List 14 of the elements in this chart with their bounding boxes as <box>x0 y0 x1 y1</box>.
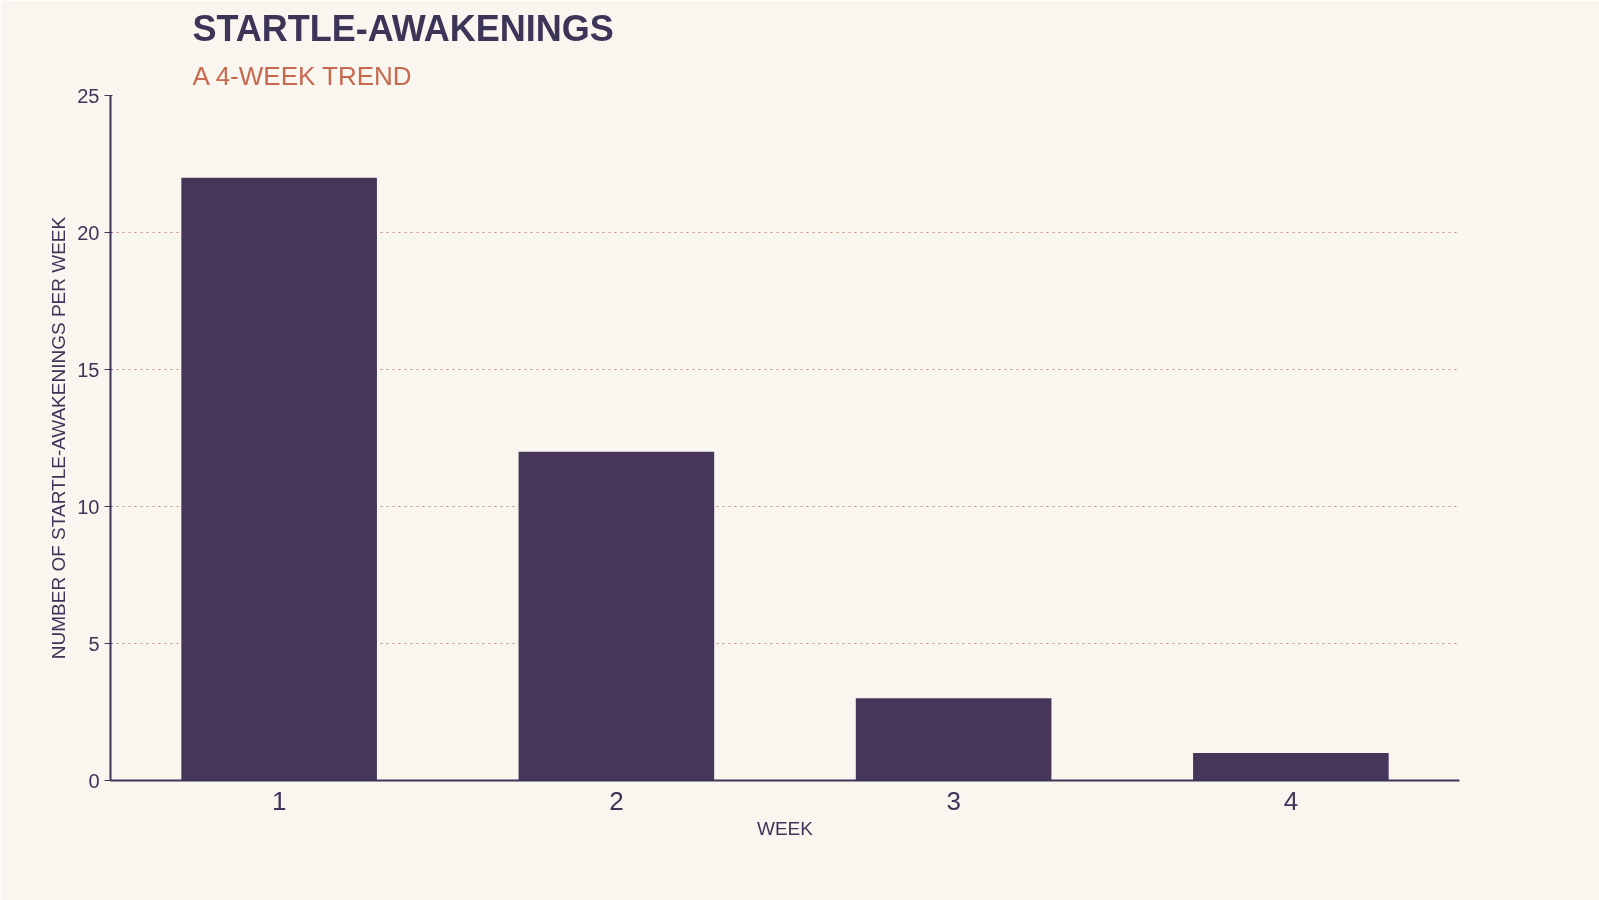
chart-title: STARTLE-AWAKENINGS <box>192 7 614 49</box>
x-axis-title: WEEK <box>757 817 814 839</box>
x-tick-label: 4 <box>1283 785 1299 816</box>
y-tick-label: 0 <box>88 769 100 792</box>
y-tick-label: 25 <box>77 84 100 107</box>
x-tick-label: 3 <box>946 785 961 816</box>
y-axis-title: NUMBER OF STARTLE-AWAKENINGS PER WEEK <box>48 216 70 660</box>
x-tick-label: 1 <box>271 785 287 816</box>
y-tick-label: 5 <box>88 632 100 655</box>
chart-subtitle: A 4-WEEK TREND <box>192 60 412 91</box>
y-tick-label: 15 <box>77 358 100 381</box>
y-tick-label: 10 <box>77 495 100 518</box>
x-tick-label: 2 <box>609 785 624 816</box>
y-tick-label: 20 <box>77 221 100 244</box>
